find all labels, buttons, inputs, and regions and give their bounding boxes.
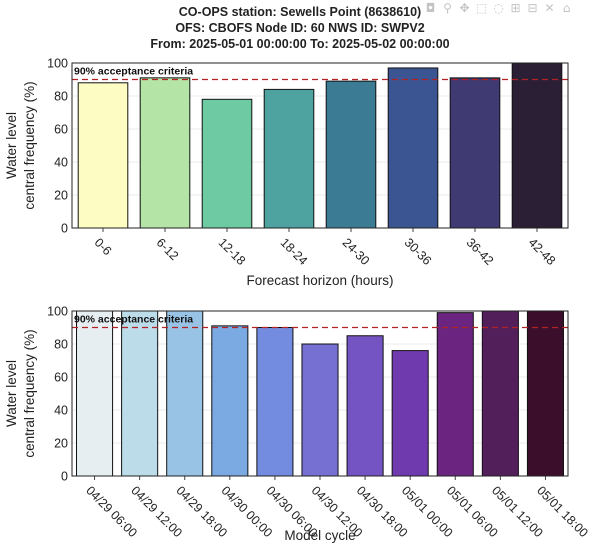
bar-04-30-12-00[interactable] — [301, 343, 339, 477]
camera-icon[interactable]: ◘ — [425, 1, 436, 15]
bar-05-01-18-00[interactable] — [526, 310, 564, 477]
bar-05-01-12-00[interactable] — [481, 310, 519, 477]
bar-6-12[interactable] — [139, 77, 191, 229]
title-line-1: CO-OPS station: Sewells Point (8638610) — [179, 5, 421, 19]
autoscale-icon[interactable]: ✕ — [544, 1, 555, 15]
forecast-horizon-panel: 0 20 40 60 80 100 0-6 6-12 12-18 18-24 24-30 30-36 3… — [4, 57, 569, 288]
x-tick-label: 6-12 — [154, 235, 182, 263]
bar-04-29-12-00[interactable] — [121, 310, 159, 477]
lasso-select-icon[interactable]: ◌ — [493, 1, 504, 15]
x-tick-label: 0-6 — [92, 235, 115, 258]
x-tick-label: 18-24 — [278, 235, 311, 268]
y-tick-label: 20 — [54, 437, 68, 451]
bar-04-29-06-00[interactable] — [76, 310, 114, 477]
x-axis-title: Model cycle — [284, 528, 355, 543]
bar-30-36[interactable] — [387, 67, 439, 229]
y-tick-label: 0 — [61, 222, 68, 236]
box-select-icon[interactable]: ⬚ — [475, 1, 488, 15]
bar-05-01-00-00[interactable] — [391, 350, 429, 477]
title-line-2: OFS: CBOFS Node ID: 60 NWS ID: SWPV2 — [175, 21, 424, 35]
y-tick-label: 20 — [54, 189, 68, 203]
y-tick-label: 100 — [47, 305, 68, 319]
y-axis-title-line-1: Water level — [4, 112, 19, 179]
zoom-icon[interactable]: ⚲ — [443, 1, 452, 15]
acceptance-criteria-label: 90% acceptance criteria — [74, 314, 193, 326]
y-tick-label: 60 — [54, 123, 68, 137]
y-tick-label: 60 — [54, 371, 68, 385]
bar-12-18[interactable] — [201, 98, 253, 229]
y-tick-label: 100 — [47, 57, 68, 71]
plot-frame — [71, 62, 569, 229]
bar-04-29-18-00[interactable] — [166, 310, 204, 477]
bar-04-30-00-00[interactable] — [211, 325, 249, 477]
modebar: ◘ ⚲ ✥ ⬚ ◌ ⊞ ⊟ ✕ ⌂ — [424, 2, 573, 15]
y-axis-title-line-2: central frequency (%) — [22, 81, 37, 209]
acceptance-criteria-label: 90% acceptance criteria — [74, 66, 193, 78]
x-tick-label: 42-48 — [526, 235, 559, 268]
chart-title: CO-OPS station: Sewells Point (8638610) O… — [150, 5, 449, 51]
y-tick-label: 40 — [54, 404, 68, 418]
y-axis-title-line-1: Water level — [4, 360, 19, 427]
y-axis-title-line-2: central frequency (%) — [22, 329, 37, 457]
x-axis-title: Forecast horizon (hours) — [246, 273, 393, 288]
x-tick-label: 24-30 — [340, 235, 373, 268]
reset-axes-icon[interactable]: ⌂ — [562, 1, 571, 15]
bar-42-48[interactable] — [511, 62, 563, 229]
zoom-out-icon[interactable]: ⊟ — [527, 1, 538, 15]
x-tick-label: 12-18 — [216, 235, 249, 268]
title-line-3: From: 2025-05-01 00:00:00 To: 2025-05-02… — [150, 37, 449, 51]
zoom-in-icon[interactable]: ⊞ — [510, 1, 521, 15]
bar-18-24[interactable] — [263, 88, 315, 229]
bar-04-30-06-00[interactable] — [256, 327, 294, 477]
bar-36-42[interactable] — [449, 77, 501, 229]
y-tick-label: 80 — [54, 90, 68, 104]
y-tick-label: 80 — [54, 338, 68, 352]
bar-04-30-18-00[interactable] — [346, 335, 384, 477]
bar-24-30[interactable] — [325, 80, 377, 229]
bar-05-01-06-00[interactable] — [436, 312, 474, 477]
y-tick-label: 0 — [61, 470, 68, 484]
y-tick-label: 40 — [54, 156, 68, 170]
pan-icon[interactable]: ✥ — [459, 1, 470, 15]
x-tick-label: 30-36 — [402, 235, 435, 268]
bar-0-6[interactable] — [77, 82, 129, 229]
x-tick-label: 36-42 — [464, 235, 497, 268]
plot-frame — [71, 310, 569, 477]
